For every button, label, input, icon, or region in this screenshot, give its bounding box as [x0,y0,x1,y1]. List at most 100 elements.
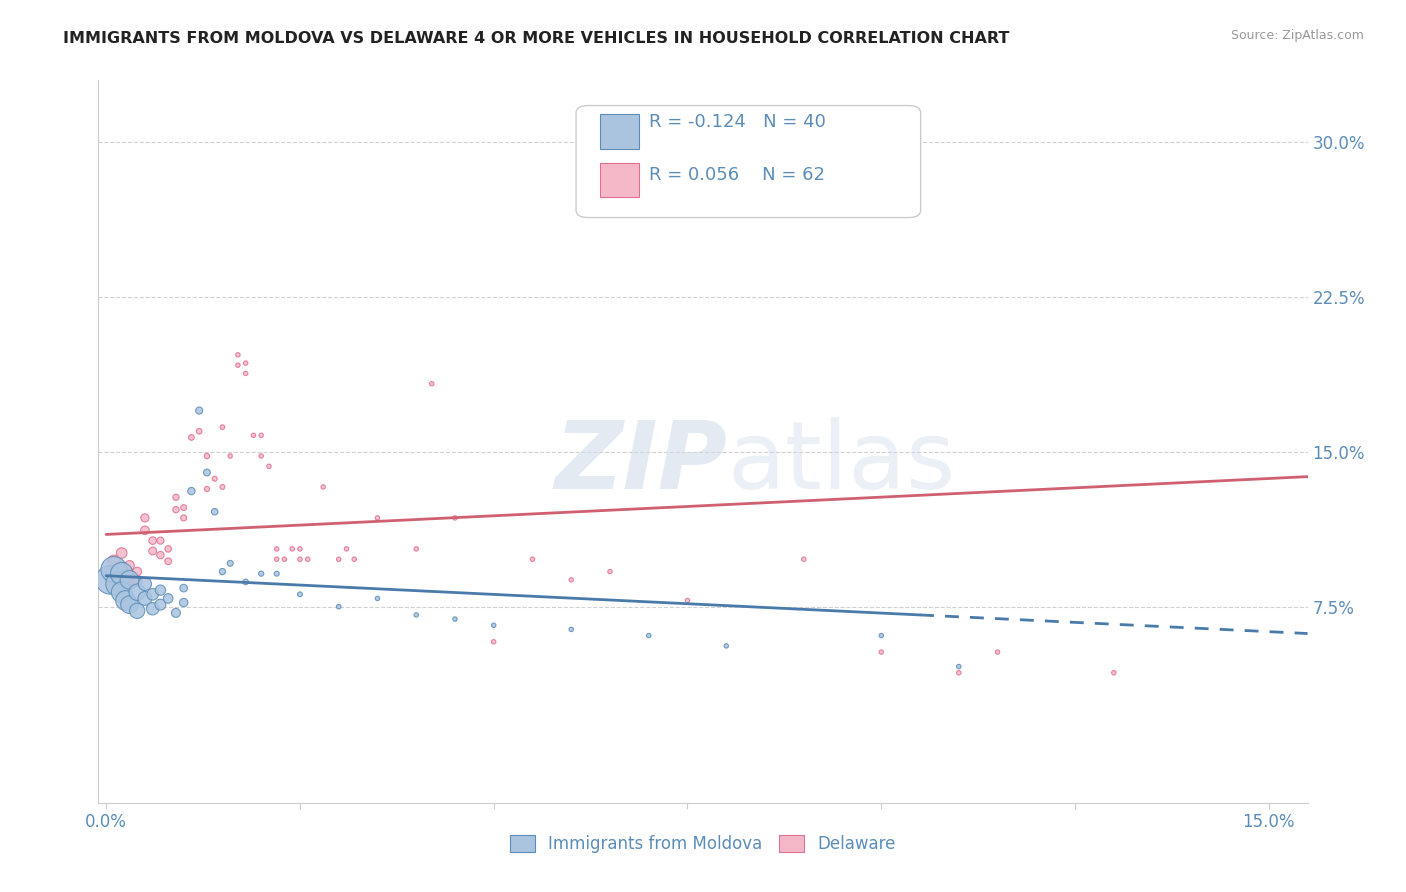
Point [328,552,350,566]
Point [195,449,218,463]
Point [188,424,211,438]
Text: Source: ZipAtlas.com: Source: ZipAtlas.com [1230,29,1364,42]
Point [118,558,141,573]
Point [149,533,172,548]
Point [118,573,141,587]
Point [142,544,165,558]
Point [111,546,134,560]
Point [127,565,149,579]
Legend: Immigrants from Moldova, Delaware: Immigrants from Moldova, Delaware [503,828,903,860]
Point [250,449,273,463]
Point [948,659,970,673]
Point [266,541,288,556]
Point [266,552,288,566]
Point [127,585,149,599]
Point [195,466,218,480]
Point [250,428,273,442]
Point [444,511,467,525]
Point [204,505,226,519]
Point [180,484,202,499]
Text: ZIP: ZIP [554,417,727,509]
Point [676,593,699,607]
Point [281,541,304,556]
Point [149,548,172,562]
Point [211,420,233,434]
Point [599,565,621,579]
FancyBboxPatch shape [600,114,638,149]
FancyBboxPatch shape [576,105,921,218]
Point [142,601,165,615]
Point [134,577,156,591]
Text: R = -0.124   N = 40: R = -0.124 N = 40 [648,112,825,131]
Point [118,573,141,587]
Text: IMMIGRANTS FROM MOLDOVA VS DELAWARE 4 OR MORE VEHICLES IN HOUSEHOLD CORRELATION : IMMIGRANTS FROM MOLDOVA VS DELAWARE 4 OR… [63,31,1010,46]
Point [266,566,288,581]
Point [127,604,149,618]
Point [235,356,257,370]
Point [870,629,893,643]
Point [219,557,242,571]
Point [793,552,815,566]
Point [204,472,226,486]
Point [157,554,180,568]
Point [560,623,582,637]
Point [288,552,311,566]
Point [111,560,134,574]
Point [444,612,467,626]
Point [107,574,129,589]
Point [142,533,165,548]
Point [235,574,257,589]
Point [134,511,156,525]
Point [482,634,505,648]
Text: atlas: atlas [727,417,956,509]
Point [173,500,195,515]
Point [107,577,129,591]
Point [420,376,443,391]
Point [343,552,366,566]
Point [118,598,141,612]
Point [405,541,427,556]
Point [273,552,295,566]
Point [297,552,319,566]
Point [173,511,195,525]
Point [98,573,121,587]
Point [103,554,125,568]
Point [226,358,249,372]
Point [242,428,264,442]
Point [211,480,233,494]
Point [188,403,211,417]
Text: R = 0.056    N = 62: R = 0.056 N = 62 [648,166,824,184]
FancyBboxPatch shape [600,162,638,197]
Point [482,618,505,632]
Point [1102,665,1125,680]
Point [165,606,187,620]
Point [111,566,134,581]
Point [114,593,136,607]
Point [250,566,273,581]
Point [103,562,125,576]
Point [157,591,180,606]
Point [366,511,388,525]
Point [560,573,582,587]
Point [328,599,350,614]
Point [165,490,187,504]
Point [366,591,388,606]
Point [111,585,134,599]
Point [870,645,893,659]
Point [157,541,180,556]
Point [127,574,149,589]
Point [180,430,202,444]
Point [986,645,1008,659]
Point [637,629,659,643]
Point [173,581,195,595]
Point [165,502,187,516]
Point [149,598,172,612]
Point [142,587,165,601]
Point [288,541,311,556]
Point [716,639,738,653]
Point [405,607,427,622]
Point [219,449,242,463]
Point [312,480,335,494]
Point [173,596,195,610]
Point [522,552,544,566]
